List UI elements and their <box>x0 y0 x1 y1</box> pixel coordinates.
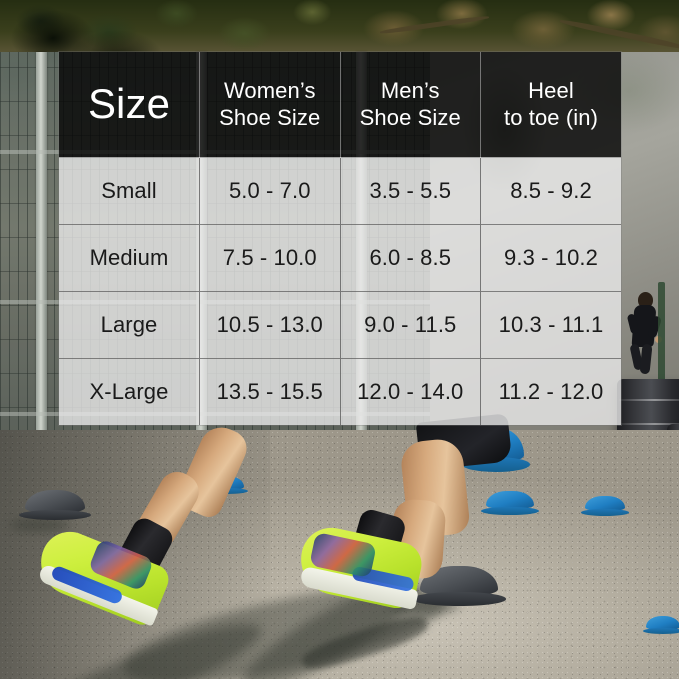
cell-medium-heel: 9.3 - 10.2 <box>480 223 621 291</box>
cone-blue-mid <box>481 491 539 515</box>
fence-post-green <box>658 282 665 410</box>
background-runner-head <box>638 292 653 308</box>
row-size-small: Small <box>59 156 200 224</box>
cell-large-heel: 10.3 - 11.1 <box>480 290 621 358</box>
cell-small-womens: 5.0 - 7.0 <box>199 156 341 224</box>
header-mens-line1: Men’s <box>380 77 440 103</box>
cone-grey-left <box>19 490 91 520</box>
table-header-row: Size Women’s Shoe Size Men’s Shoe Size H… <box>59 52 621 157</box>
cell-small-heel: 8.5 - 9.2 <box>480 156 621 224</box>
cell-xlarge-womens: 13.5 - 15.5 <box>199 357 341 425</box>
cell-large-mens: 9.0 - 11.5 <box>340 290 481 358</box>
row-size-medium: Medium <box>59 223 200 291</box>
table-row: Medium 7.5 - 10.0 6.0 - 8.5 9.3 - 10.2 <box>59 223 621 291</box>
background-runner-leg-front <box>639 343 653 375</box>
header-womens-shoe-size: Women’s Shoe Size <box>199 52 341 157</box>
table-row: X-Large 13.5 - 15.5 12.0 - 14.0 11.2 - 1… <box>59 357 621 425</box>
table-row: Large 10.5 - 13.0 9.0 - 11.5 10.3 - 11.1 <box>59 290 621 358</box>
header-heel-line2: to toe (in) <box>503 105 599 131</box>
header-womens-line1: Women’s <box>223 77 316 103</box>
cell-medium-womens: 7.5 - 10.0 <box>199 223 341 291</box>
cell-large-womens: 10.5 - 13.0 <box>199 290 341 358</box>
cone-blue-right <box>581 496 629 516</box>
cell-xlarge-heel: 11.2 - 12.0 <box>480 357 621 425</box>
size-chart-table: Size Women’s Shoe Size Men’s Shoe Size H… <box>59 52 621 425</box>
cone-blue-far-right <box>642 616 679 634</box>
row-size-xlarge: X-Large <box>59 357 200 425</box>
header-size: Size <box>59 52 200 157</box>
header-heel-to-toe: Heel to toe (in) <box>480 52 621 157</box>
cell-xlarge-mens: 12.0 - 14.0 <box>340 357 481 425</box>
header-mens-shoe-size: Men’s Shoe Size <box>340 52 481 157</box>
cone-shadow <box>10 518 70 532</box>
cell-medium-mens: 6.0 - 8.5 <box>340 223 481 291</box>
fence-post <box>36 52 47 442</box>
cell-small-mens: 3.5 - 5.5 <box>340 156 481 224</box>
row-size-large: Large <box>59 290 200 358</box>
header-mens-line2: Shoe Size <box>359 105 461 131</box>
header-womens-line2: Shoe Size <box>219 105 321 131</box>
header-heel-line1: Heel <box>528 77 574 103</box>
table-row: Small 5.0 - 7.0 3.5 - 5.5 8.5 - 9.2 <box>59 156 621 224</box>
